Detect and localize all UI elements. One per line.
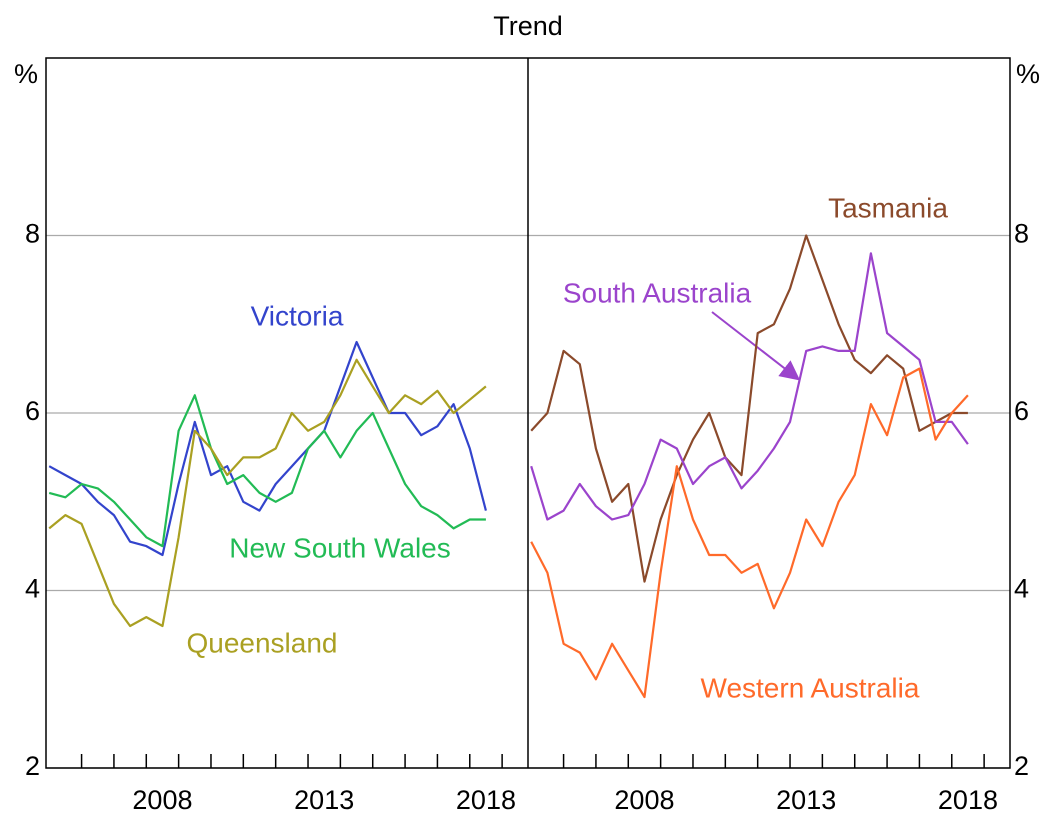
x-tick-label: 2018 (456, 785, 516, 815)
x-tick-label: 2013 (294, 785, 354, 815)
x-tick-label: 2013 (776, 785, 836, 815)
y-tick-label: 6 (1014, 396, 1029, 426)
y-tick-label: 2 (1014, 751, 1029, 781)
y-tick-label: 6 (25, 396, 40, 426)
x-tick-label: 2008 (614, 785, 674, 815)
series-line (530, 234, 968, 583)
y-tick-label: 4 (25, 574, 40, 604)
y-unit-label: % (14, 59, 38, 89)
annotation-arrow (711, 311, 801, 381)
y-unit-label: % (1016, 59, 1040, 89)
series-line (48, 340, 487, 557)
series-line (530, 252, 969, 521)
series-line (530, 367, 969, 699)
series-label: Queensland (186, 627, 337, 658)
series-label: Tasmania (828, 192, 948, 223)
series-label: Western Australia (701, 672, 920, 703)
series-label: New South Wales (229, 532, 451, 563)
series-line (48, 394, 486, 548)
series-label: South Australia (563, 277, 752, 308)
x-tick-label: 2018 (938, 785, 998, 815)
y-tick-label: 2 (25, 751, 40, 781)
y-tick-label: 8 (25, 219, 40, 249)
series-label: Victoria (251, 300, 344, 331)
x-tick-label: 2008 (132, 785, 192, 815)
y-tick-label: 4 (1014, 574, 1029, 604)
y-tick-label: 8 (1014, 219, 1029, 249)
series-line (48, 358, 487, 628)
chart-subtitle: Trend (493, 11, 563, 41)
